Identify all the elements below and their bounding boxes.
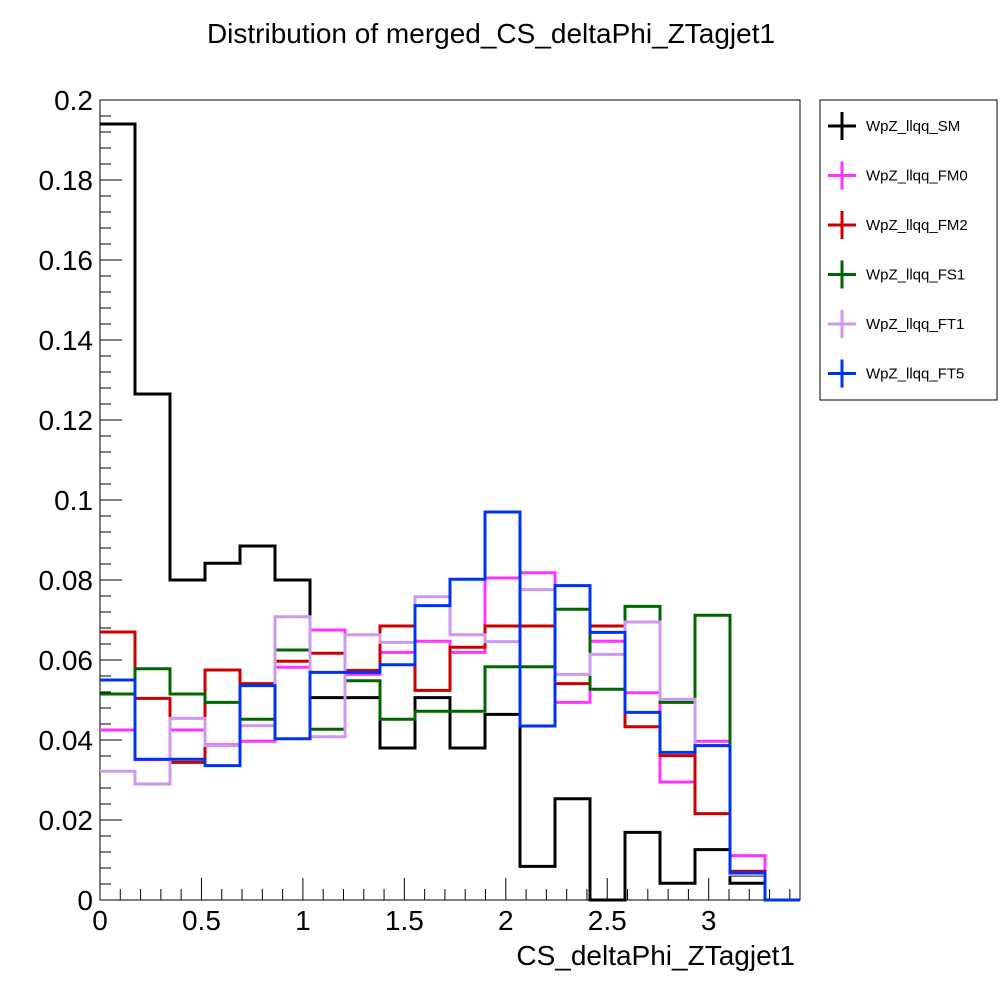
series-line-WpZ_llqq_FM2: [100, 624, 800, 902]
y-tick-label: 0: [77, 885, 93, 916]
y-tick-label: 0.02: [39, 805, 94, 836]
series-line-WpZ_llqq_FS1: [100, 604, 800, 902]
y-tick-label: 0.18: [39, 165, 94, 196]
x-axis-label: CS_deltaPhi_ZTagjet1: [516, 940, 795, 971]
legend-label: WpZ_llqq_FT5: [866, 366, 964, 383]
x-tick-labels: 0 0.5 1 1.5 2 2.5 3: [92, 905, 716, 936]
x-tick-label: 2: [498, 905, 514, 936]
legend-label: WpZ_llqq_FM0: [866, 168, 968, 185]
x-tick-label: 1: [295, 905, 311, 936]
x-tick-label: 2.5: [588, 905, 627, 936]
series-line-WpZ_llqq_SM: [100, 122, 800, 902]
x-tick-label: 3: [701, 905, 717, 936]
legend-label: WpZ_llqq_SM: [866, 118, 960, 135]
legend-box: [819, 99, 998, 401]
y-tick-labels: 0 0.02 0.04 0.06 0.08 0.1 0.12 0.14 0.16 0.18 0.2: [39, 85, 94, 916]
legend-label: WpZ_llqq_FS1: [866, 267, 965, 284]
x-tick-label: 1.5: [385, 905, 424, 936]
series-line-WpZ_llqq_FT5: [100, 510, 800, 902]
series-line-WpZ_llqq_FT1: [100, 588, 800, 902]
y-tick-label: 0.14: [39, 325, 94, 356]
x-tick-label: 0: [92, 905, 108, 936]
y-tick-label: 0.16: [39, 245, 94, 276]
y-tick-label: 0.2: [54, 85, 93, 116]
legend-label: WpZ_llqq_FT1: [866, 316, 964, 333]
y-tick-label: 0.08: [39, 565, 94, 596]
y-tick-label: 0.12: [39, 405, 94, 436]
legend: WpZ_llqq_SM WpZ_llqq_FM0 WpZ_llqq_FM2 WpZ_l…: [819, 99, 998, 401]
axis-ticks: [99, 99, 791, 901]
x-tick-label: 0.5: [182, 905, 221, 936]
y-tick-label: 0.06: [39, 645, 94, 676]
y-tick-label: 0.04: [39, 725, 94, 756]
chart-title: Distribution of merged_CS_deltaPhi_ZTagj…: [207, 18, 775, 49]
histogram-series: [100, 122, 800, 902]
legend-label: WpZ_llqq_FM2: [866, 217, 968, 234]
y-tick-label: 0.1: [54, 485, 93, 516]
